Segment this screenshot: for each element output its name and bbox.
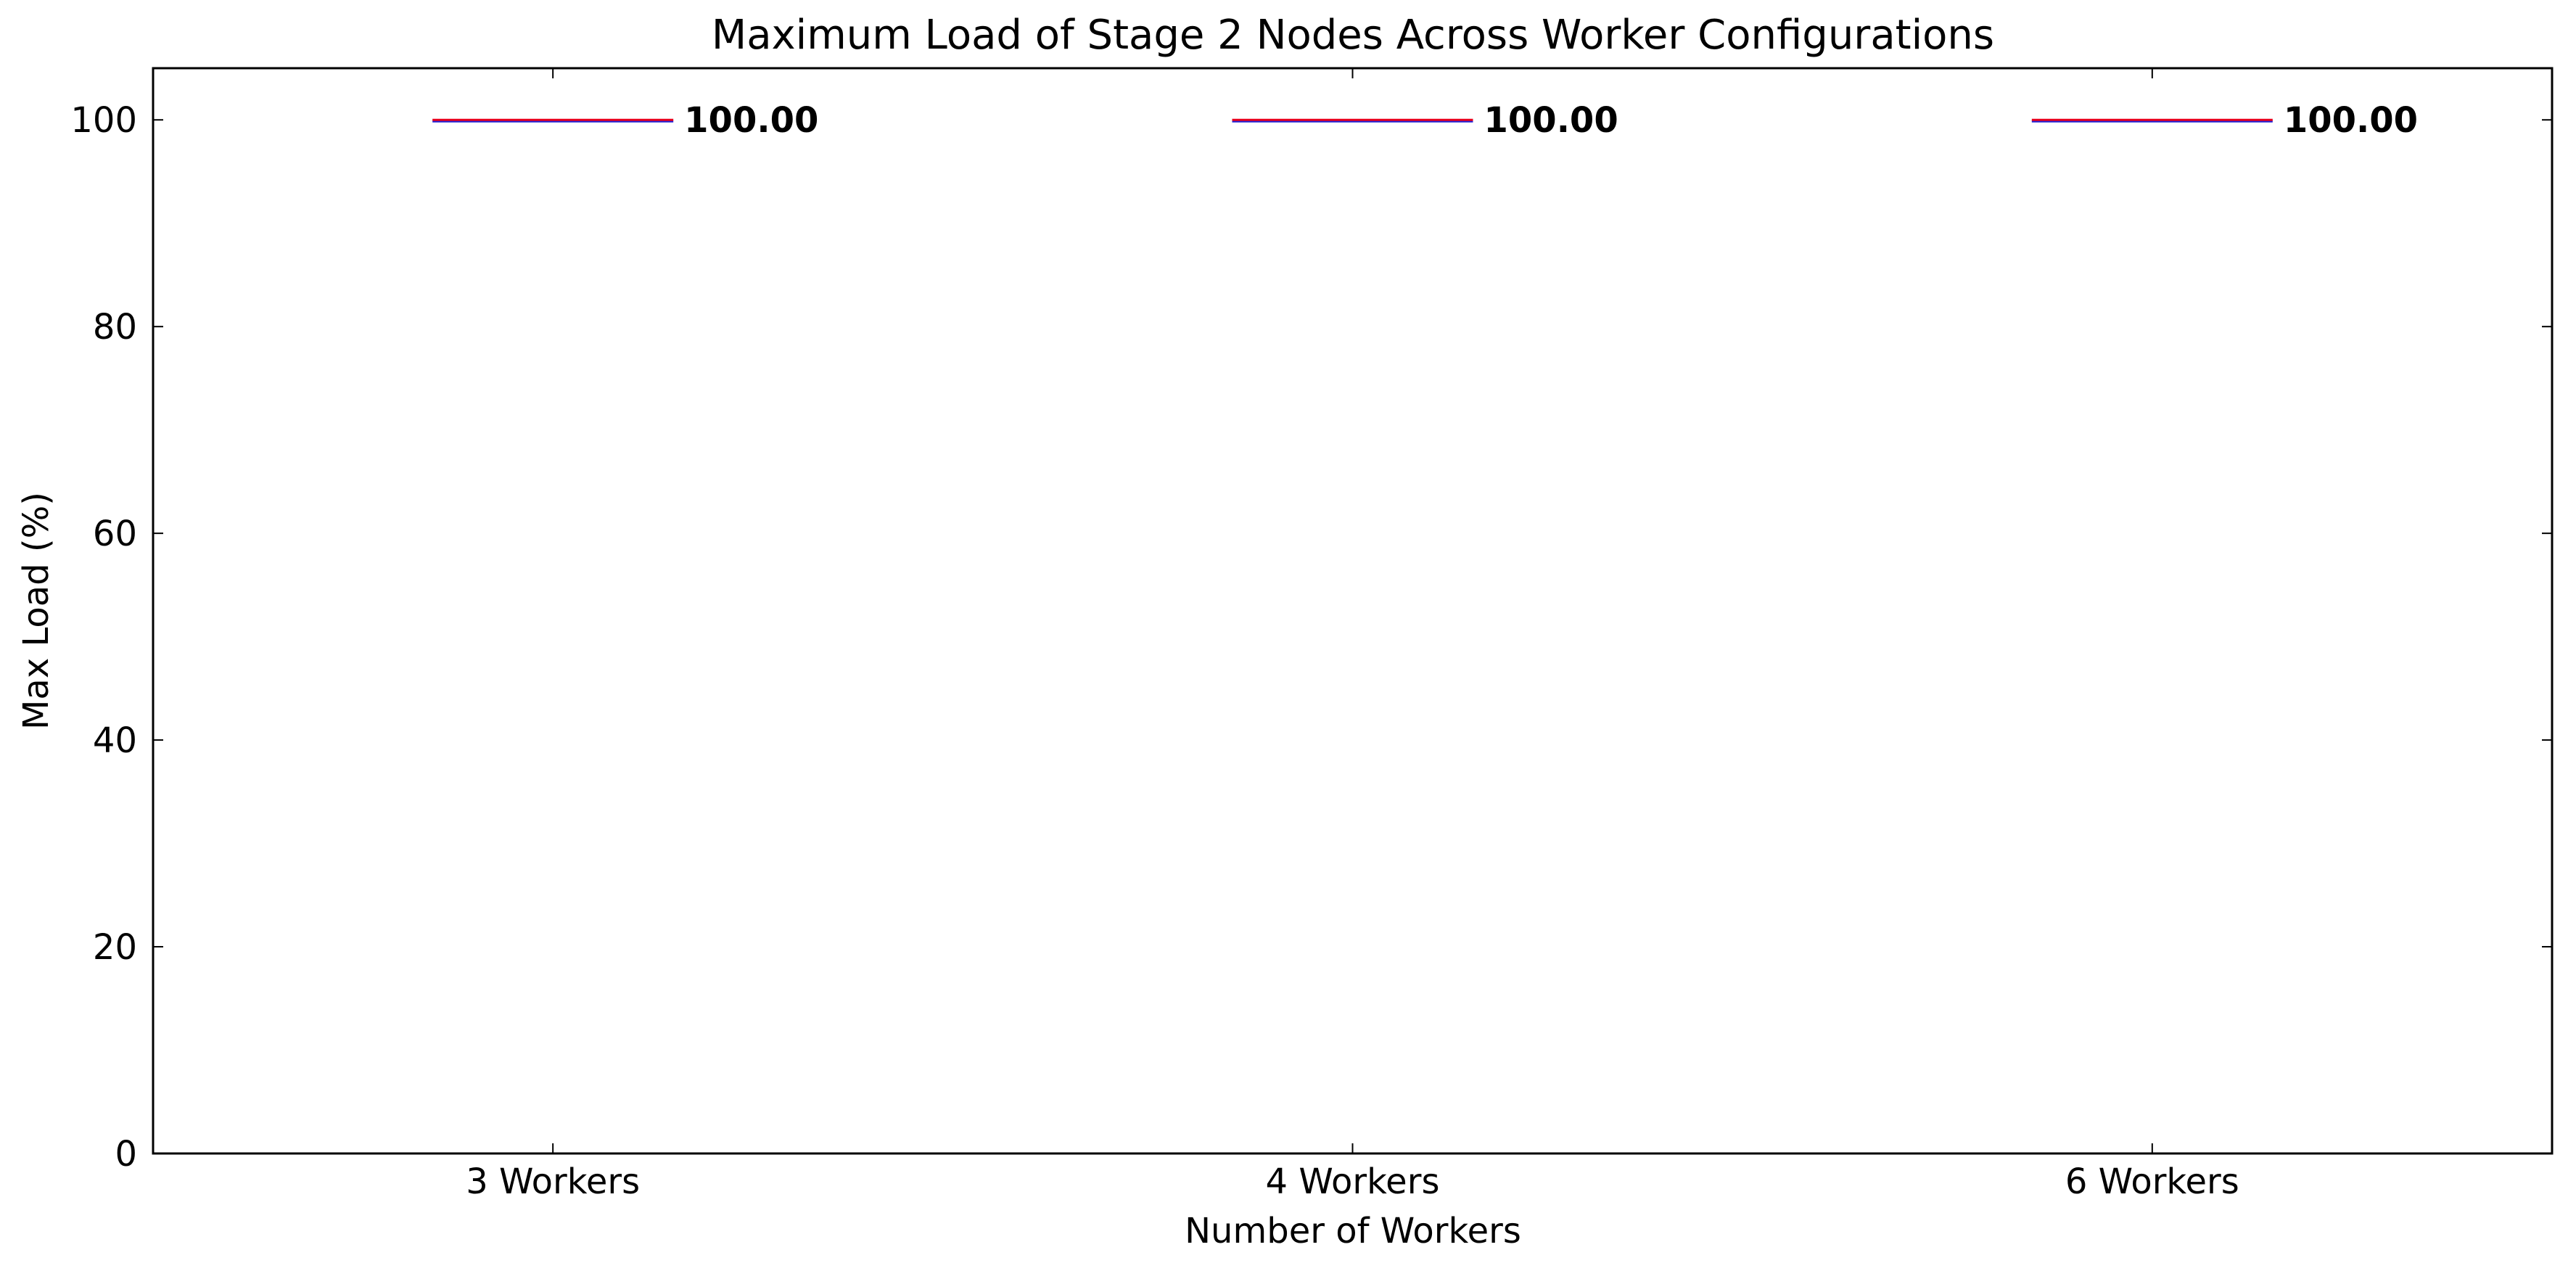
y-tick-label: 20 (93, 927, 137, 968)
x-tick-label: 3 Workers (466, 1161, 640, 1202)
plot-frame (152, 67, 2554, 1155)
y-tick-label: 80 (93, 307, 137, 347)
y-tick-label: 100 (70, 100, 137, 141)
value-label: 100.00 (684, 100, 818, 141)
x-tick-label: 4 Workers (1266, 1161, 1440, 1202)
value-label: 100.00 (2284, 100, 2418, 141)
chart-title: Maximum Load of Stage 2 Nodes Across Wor… (712, 12, 1994, 59)
value-label: 100.00 (1484, 100, 1618, 141)
y-axis-label: Max Load (%) (16, 492, 57, 730)
y-tick-label: 40 (93, 720, 137, 761)
x-axis-label: Number of Workers (1185, 1211, 1521, 1251)
x-tick-label: 6 Workers (2065, 1161, 2239, 1202)
y-tick-label: 0 (115, 1134, 137, 1175)
plot-area: 0 20 40 60 80 100 3 Workers 100.00 4 Workers 100.… (70, 68, 2552, 1202)
y-tick-label: 60 (93, 514, 137, 554)
